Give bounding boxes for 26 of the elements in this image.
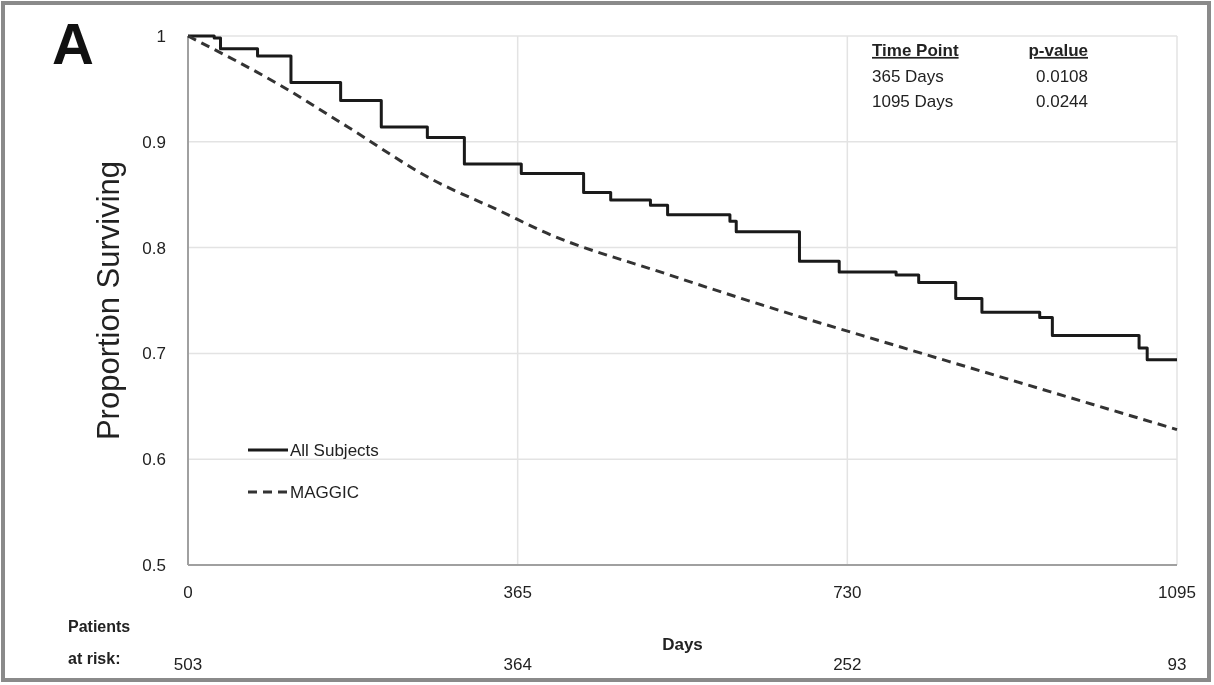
legend-label: All Subjects bbox=[290, 440, 379, 460]
y-tick-label: 0.7 bbox=[142, 344, 166, 364]
annotation: Time Point bbox=[872, 40, 959, 60]
annotation: 0.0244 bbox=[1036, 91, 1088, 111]
y-tick-label: 0.9 bbox=[142, 132, 166, 152]
y-axis-title: Proportion Surviving bbox=[90, 160, 126, 441]
annotation: 0.0108 bbox=[1036, 66, 1088, 86]
x-tick-label: 0 bbox=[183, 582, 193, 602]
x-tick-label: 730 bbox=[833, 582, 862, 602]
annotation: p-value bbox=[1028, 40, 1088, 60]
text: 364 bbox=[503, 654, 532, 674]
y-tick-label: 1 bbox=[156, 26, 166, 46]
y-tick-label: 0.5 bbox=[142, 555, 166, 575]
x-axis-title: Days bbox=[662, 635, 703, 654]
text: 252 bbox=[833, 654, 862, 674]
y-tick-label: 0.8 bbox=[142, 238, 166, 258]
x-tick-label: 1095 bbox=[1158, 582, 1196, 602]
text: Patients at risk: bbox=[68, 618, 131, 667]
annotation: 365 Days bbox=[872, 66, 944, 86]
legend-label: MAGGIC bbox=[290, 482, 359, 502]
text: A bbox=[52, 11, 94, 76]
annotation: 1095 Days bbox=[872, 91, 954, 111]
x-tick-label: 365 bbox=[503, 582, 532, 602]
y-tick-label: 0.6 bbox=[142, 450, 166, 470]
text: 503 bbox=[173, 654, 203, 674]
text: 93 bbox=[1167, 654, 1187, 674]
